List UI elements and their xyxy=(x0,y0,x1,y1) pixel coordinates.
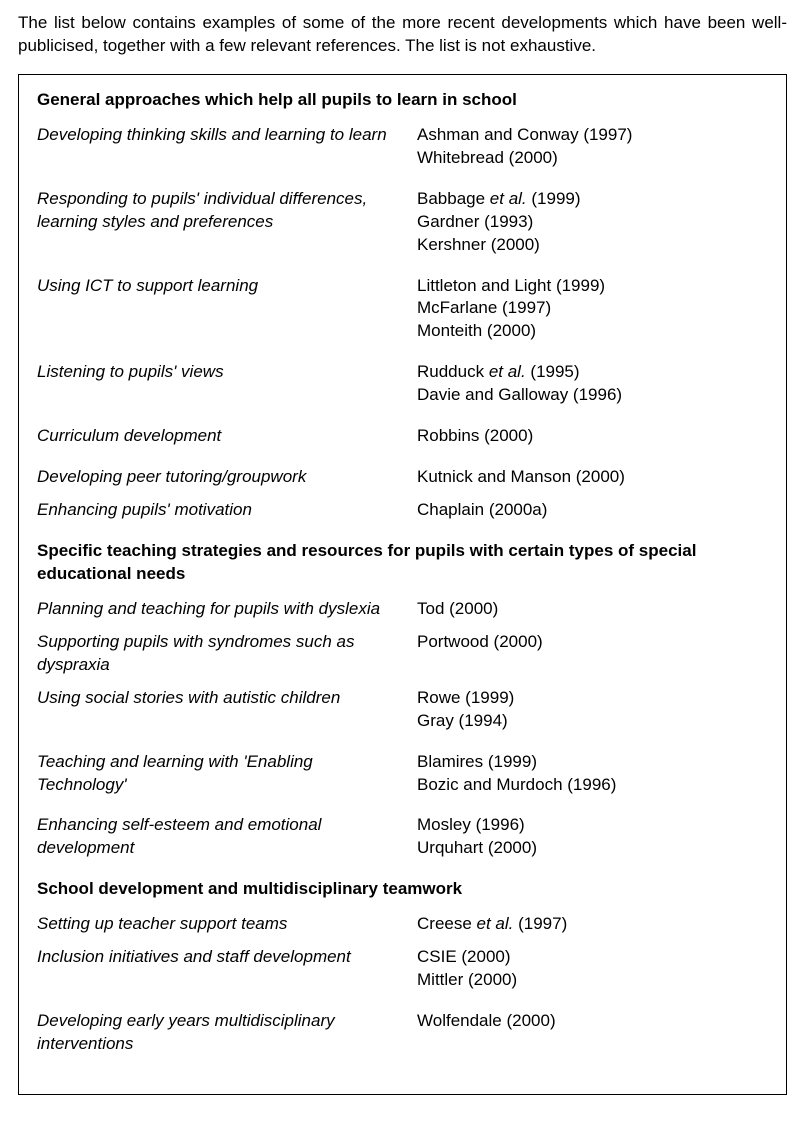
reference-row: Planning and teaching for pupils with dy… xyxy=(37,598,768,621)
reference-text: Robbins (2000) xyxy=(417,425,768,448)
references-cell: Creese et al. (1997) xyxy=(417,913,768,936)
reference-row: Enhancing self-esteem and emotional deve… xyxy=(37,814,768,860)
references-cell: Chaplain (2000a) xyxy=(417,499,768,522)
topic-text: Supporting pupils with syndromes such as… xyxy=(37,631,417,677)
topic-text: Using social stories with autistic child… xyxy=(37,687,417,733)
reference-text: Whitebread (2000) xyxy=(417,147,768,170)
reference-box: General approaches which help all pupils… xyxy=(18,74,787,1095)
topic-text: Responding to pupils' individual differe… xyxy=(37,188,417,257)
reference-text: McFarlane (1997) xyxy=(417,297,768,320)
references-cell: Kutnick and Manson (2000) xyxy=(417,466,768,489)
topic-text: Developing thinking skills and learning … xyxy=(37,124,417,170)
reference-text: Gray (1994) xyxy=(417,710,768,733)
reference-text: Bozic and Murdoch (1996) xyxy=(417,774,768,797)
references-cell: Mosley (1996)Urquhart (2000) xyxy=(417,814,768,860)
intro-paragraph: The list below contains examples of some… xyxy=(18,12,787,58)
reference-text: Rowe (1999) xyxy=(417,687,768,710)
reference-row: Inclusion initiatives and staff developm… xyxy=(37,946,768,992)
reference-text: Urquhart (2000) xyxy=(417,837,768,860)
topic-text: Listening to pupils' views xyxy=(37,361,417,407)
reference-text: Wolfendale (2000) xyxy=(417,1010,768,1033)
reference-row: Using ICT to support learningLittleton a… xyxy=(37,275,768,344)
section-title: School development and multidisciplinary… xyxy=(37,878,768,901)
references-cell: Portwood (2000) xyxy=(417,631,768,677)
reference-text: Chaplain (2000a) xyxy=(417,499,768,522)
section-title: Specific teaching strategies and resourc… xyxy=(37,540,768,586)
reference-text: CSIE (2000) xyxy=(417,946,768,969)
references-cell: Rowe (1999)Gray (1994) xyxy=(417,687,768,733)
reference-text: Kutnick and Manson (2000) xyxy=(417,466,768,489)
references-cell: Tod (2000) xyxy=(417,598,768,621)
reference-text: Davie and Galloway (1996) xyxy=(417,384,768,407)
reference-text: Babbage et al. (1999) xyxy=(417,188,768,211)
topic-text: Developing peer tutoring/groupwork xyxy=(37,466,417,489)
reference-text: Tod (2000) xyxy=(417,598,768,621)
reference-row: Using social stories with autistic child… xyxy=(37,687,768,733)
reference-text: Gardner (1993) xyxy=(417,211,768,234)
reference-row: Developing thinking skills and learning … xyxy=(37,124,768,170)
topic-text: Planning and teaching for pupils with dy… xyxy=(37,598,417,621)
topic-text: Enhancing pupils' motivation xyxy=(37,499,417,522)
reference-row: Supporting pupils with syndromes such as… xyxy=(37,631,768,677)
references-cell: Rudduck et al. (1995)Davie and Galloway … xyxy=(417,361,768,407)
reference-text: Kershner (2000) xyxy=(417,234,768,257)
section-title: General approaches which help all pupils… xyxy=(37,89,768,112)
reference-row: Curriculum developmentRobbins (2000) xyxy=(37,425,768,448)
topic-text: Using ICT to support learning xyxy=(37,275,417,344)
topic-text: Setting up teacher support teams xyxy=(37,913,417,936)
reference-row: Teaching and learning with 'Enabling Tec… xyxy=(37,751,768,797)
topic-text: Curriculum development xyxy=(37,425,417,448)
reference-text: Rudduck et al. (1995) xyxy=(417,361,768,384)
reference-row: Developing peer tutoring/groupworkKutnic… xyxy=(37,466,768,489)
topic-text: Developing early years multidisciplinary… xyxy=(37,1010,417,1056)
topic-text: Teaching and learning with 'Enabling Tec… xyxy=(37,751,417,797)
reference-row: Developing early years multidisciplinary… xyxy=(37,1010,768,1056)
reference-text: Mittler (2000) xyxy=(417,969,768,992)
reference-text: Monteith (2000) xyxy=(417,320,768,343)
reference-text: Creese et al. (1997) xyxy=(417,913,768,936)
references-cell: Robbins (2000) xyxy=(417,425,768,448)
topic-text: Inclusion initiatives and staff developm… xyxy=(37,946,417,992)
references-cell: CSIE (2000)Mittler (2000) xyxy=(417,946,768,992)
reference-text: Ashman and Conway (1997) xyxy=(417,124,768,147)
references-cell: Ashman and Conway (1997)Whitebread (2000… xyxy=(417,124,768,170)
reference-row: Enhancing pupils' motivationChaplain (20… xyxy=(37,499,768,522)
references-cell: Littleton and Light (1999)McFarlane (199… xyxy=(417,275,768,344)
references-cell: Babbage et al. (1999)Gardner (1993)Kersh… xyxy=(417,188,768,257)
reference-text: Blamires (1999) xyxy=(417,751,768,774)
reference-row: Listening to pupils' viewsRudduck et al.… xyxy=(37,361,768,407)
reference-row: Setting up teacher support teamsCreese e… xyxy=(37,913,768,936)
reference-text: Portwood (2000) xyxy=(417,631,768,654)
reference-text: Mosley (1996) xyxy=(417,814,768,837)
reference-row: Responding to pupils' individual differe… xyxy=(37,188,768,257)
references-cell: Blamires (1999)Bozic and Murdoch (1996) xyxy=(417,751,768,797)
topic-text: Enhancing self-esteem and emotional deve… xyxy=(37,814,417,860)
references-cell: Wolfendale (2000) xyxy=(417,1010,768,1056)
reference-text: Littleton and Light (1999) xyxy=(417,275,768,298)
